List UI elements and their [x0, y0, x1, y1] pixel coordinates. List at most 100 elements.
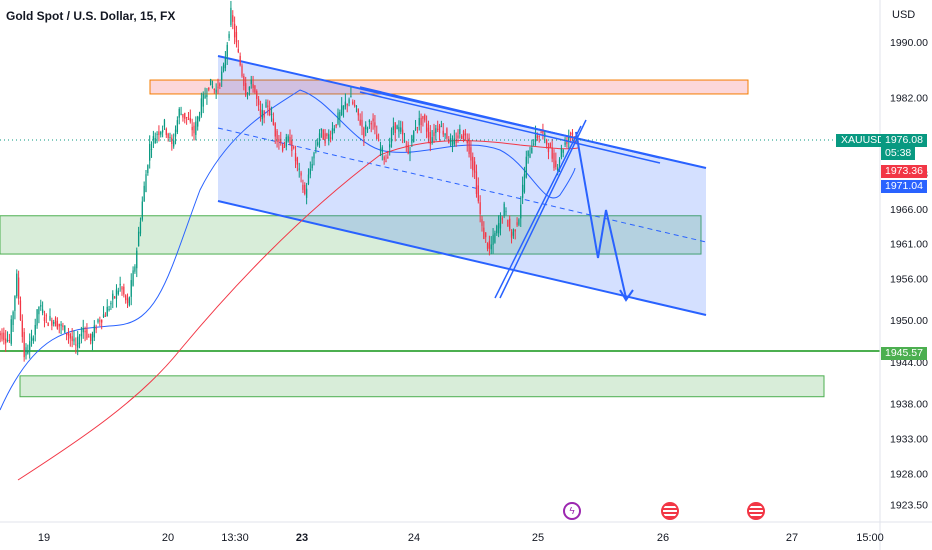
candle-body — [230, 7, 232, 26]
trendline-top-1 — [359, 86, 661, 159]
candle-body — [342, 105, 345, 110]
candle-body — [119, 283, 121, 286]
candle-body — [497, 223, 500, 234]
candle-body — [385, 160, 387, 163]
candle-body — [21, 320, 23, 337]
candle-body — [110, 302, 112, 305]
candle-body — [560, 148, 563, 158]
candle-body — [545, 139, 548, 145]
candle-body — [41, 309, 44, 313]
candle-body — [309, 168, 311, 175]
candle-body — [496, 225, 498, 234]
candle-body — [446, 128, 448, 139]
y-tick-label: 1923.50 — [890, 500, 928, 512]
candle-body — [331, 128, 334, 135]
candle-body — [156, 133, 158, 135]
candle-body — [5, 338, 7, 344]
candle-body — [99, 320, 101, 322]
candle-body — [209, 79, 212, 86]
candle-body — [25, 347, 27, 356]
candle-body — [43, 317, 46, 322]
candle-body — [248, 86, 251, 91]
candle-body — [418, 117, 420, 126]
candle-body — [158, 131, 160, 135]
candle-body — [3, 332, 5, 341]
candle-body — [328, 134, 330, 141]
candle-body — [123, 286, 125, 295]
lightning-icon[interactable]: ϟ — [563, 502, 581, 520]
candle-body — [49, 316, 51, 320]
channel-fill — [218, 56, 706, 315]
candle-body — [392, 126, 395, 130]
us-flag-icon[interactable] — [661, 502, 679, 520]
candle-body — [10, 319, 12, 344]
candle-body — [182, 113, 184, 118]
x-tick-label: 13:30 — [221, 532, 249, 544]
candle-body — [27, 351, 29, 354]
candle-body — [51, 320, 53, 326]
candle-body — [512, 229, 515, 236]
currency-label[interactable]: USD — [892, 9, 916, 21]
candle-body — [547, 146, 550, 153]
candle-body — [269, 107, 271, 115]
candle-body — [136, 250, 138, 269]
candle-body — [473, 161, 476, 173]
candle-body — [125, 295, 127, 301]
candle-body — [350, 95, 352, 98]
candle-body — [536, 135, 539, 139]
candle-body — [329, 137, 332, 139]
candle-body — [132, 270, 134, 286]
candle-body — [540, 132, 542, 134]
candle-body — [499, 215, 502, 229]
candle-body — [409, 152, 411, 154]
candle-body — [101, 319, 103, 323]
candle-body — [228, 34, 230, 39]
candle-body — [6, 339, 9, 341]
candle-body — [437, 128, 439, 130]
demand-zone — [19, 375, 825, 398]
trendline-rise-2 — [499, 119, 587, 299]
candle-body — [429, 132, 431, 145]
candle-body — [283, 147, 286, 149]
candle-body — [267, 105, 269, 108]
candle-body — [239, 55, 241, 66]
candle-body — [250, 79, 252, 85]
candle-body — [145, 174, 147, 193]
candle-body — [84, 330, 86, 333]
x-tick-label: 25 — [532, 532, 544, 544]
candle-body — [106, 306, 108, 317]
candle-body — [160, 131, 162, 135]
demand-zone — [0, 215, 702, 255]
projection-arrowhead — [619, 289, 634, 302]
candle-body — [451, 140, 454, 146]
candle-body — [564, 142, 566, 145]
candle-body — [75, 344, 77, 346]
candle-body — [381, 147, 383, 153]
candle-body — [479, 202, 481, 215]
candle-body — [462, 130, 465, 141]
candle-body — [184, 112, 186, 119]
candle-body — [82, 327, 84, 333]
candle-body — [376, 134, 378, 140]
candle-body — [222, 64, 225, 71]
candle-body — [569, 133, 572, 135]
candle-body — [150, 148, 153, 150]
candle-body — [357, 108, 359, 116]
candle-body — [217, 86, 219, 88]
candle-body — [1, 332, 3, 340]
candle-body — [442, 130, 444, 135]
us-flag-icon[interactable] — [747, 502, 765, 520]
candle-body — [128, 297, 131, 306]
candle-body — [298, 168, 300, 170]
ma-red-value-tag: 1973.36 — [881, 165, 927, 178]
candle-body — [154, 138, 156, 144]
candle-body — [425, 123, 428, 132]
candle-body — [232, 15, 234, 22]
candle-body — [189, 117, 191, 122]
candle-body — [261, 110, 263, 120]
candle-body — [315, 147, 317, 150]
candle-body — [361, 119, 363, 128]
candle-body — [8, 339, 11, 341]
candle-body — [47, 322, 49, 326]
